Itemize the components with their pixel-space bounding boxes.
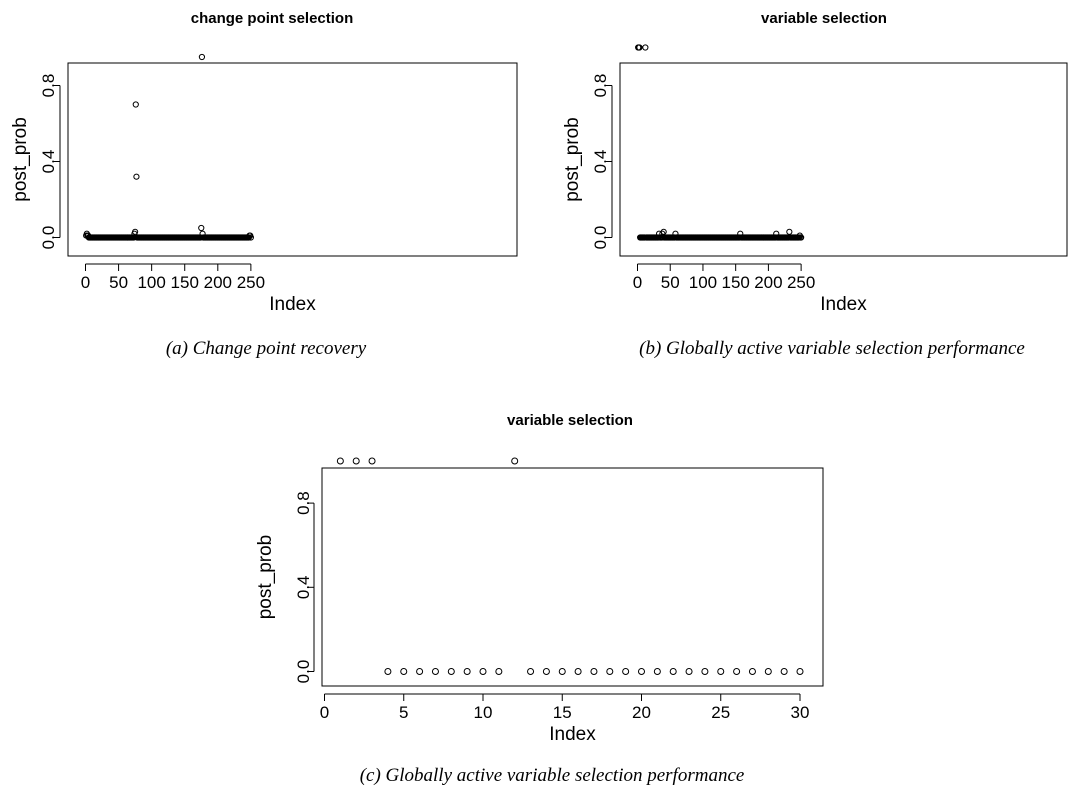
x-tick-label: 10 — [474, 703, 493, 722]
x-tick-label: 0 — [633, 273, 642, 292]
data-point — [642, 44, 649, 51]
plot-frame — [67, 62, 518, 257]
data-point — [198, 53, 206, 61]
chart-title: variable selection — [507, 412, 633, 429]
plot-frame — [619, 62, 1068, 257]
y-tick-label: 0.8 — [294, 491, 313, 515]
data-point — [796, 668, 804, 675]
y-axis-label: post_prob — [10, 117, 31, 202]
data-point — [463, 668, 471, 675]
y-tick-label: 0.0 — [39, 226, 58, 250]
data-point — [511, 457, 519, 465]
chart-panel-1: change point selection (a) Change point r… — [10, 10, 518, 359]
data-point — [622, 668, 630, 675]
data-point — [798, 234, 805, 241]
data-point — [786, 228, 793, 235]
data-point — [495, 668, 503, 675]
data-point — [606, 668, 614, 675]
y-tick-label: 0.4 — [39, 150, 58, 174]
figure-caption: (b) Globally active variable selection p… — [639, 338, 1025, 359]
data-point — [527, 668, 535, 675]
x-tick-label: 150 — [171, 273, 199, 292]
x-axis-label: Index — [820, 294, 867, 315]
x-tick-label: 200 — [754, 273, 782, 292]
data-point — [685, 668, 693, 675]
data-point — [638, 668, 645, 675]
data-point — [748, 668, 756, 675]
x-tick-label: 250 — [787, 273, 815, 292]
x-tick-label: 0 — [81, 273, 90, 292]
x-tick-label: 100 — [137, 273, 165, 292]
data-point — [558, 668, 566, 675]
y-tick-label: 0.0 — [591, 226, 610, 250]
data-point — [431, 668, 439, 675]
data-point — [733, 668, 741, 675]
data-point — [701, 668, 709, 675]
x-tick-label: 200 — [204, 273, 232, 292]
x-tick-label: 50 — [661, 273, 680, 292]
x-tick-label: 150 — [721, 273, 749, 292]
y-tick-label: 0.8 — [39, 74, 58, 98]
x-tick-label: 250 — [237, 273, 265, 292]
data-point — [447, 668, 455, 675]
data-point — [132, 101, 139, 108]
y-tick-label: 0.4 — [294, 575, 313, 599]
x-tick-label: 20 — [632, 703, 651, 722]
chart-title: change point selection — [191, 10, 354, 27]
chart-title: variable selection — [761, 10, 887, 27]
data-point — [764, 668, 772, 675]
data-point — [352, 457, 360, 465]
data-point — [400, 668, 408, 675]
data-point — [636, 44, 643, 51]
x-tick-label: 0 — [320, 703, 329, 722]
y-tick-label: 0.4 — [591, 150, 610, 174]
x-axis-label: Index — [549, 724, 596, 745]
data-point — [717, 668, 725, 675]
y-tick-label: 0.0 — [294, 660, 313, 684]
y-axis-label: post_prob — [255, 535, 276, 620]
data-point — [660, 228, 667, 235]
x-tick-label: 50 — [109, 273, 128, 292]
x-tick-label: 5 — [399, 703, 408, 722]
x-axis-label: Index — [269, 294, 316, 315]
y-tick-label: 0.8 — [591, 74, 610, 98]
data-point — [368, 457, 376, 465]
data-point — [336, 457, 344, 465]
data-point — [574, 668, 582, 675]
plot-frame — [321, 467, 824, 687]
y-axis-label: post_prob — [562, 117, 583, 202]
data-point — [247, 234, 254, 241]
data-point — [384, 668, 392, 675]
chart-panel-3: variable selection (c) Globally active va… — [255, 412, 824, 786]
x-tick-label: 25 — [711, 703, 730, 722]
x-tick-label: 100 — [689, 273, 717, 292]
data-point — [198, 224, 205, 232]
x-tick-label: 30 — [791, 703, 810, 722]
figure-caption: (c) Globally active variable selection p… — [360, 765, 745, 786]
data-point — [416, 668, 424, 675]
data-point — [590, 668, 598, 675]
data-point — [780, 668, 788, 675]
chart-panel-2: variable selection (b) Globally active va… — [562, 10, 1068, 359]
data-point — [669, 668, 677, 675]
data-point — [653, 668, 661, 675]
x-tick-label: 15 — [553, 703, 572, 722]
data-point — [133, 173, 140, 180]
data-point — [479, 668, 487, 675]
figure-caption: (a) Change point recovery — [166, 338, 367, 359]
data-point — [132, 228, 139, 235]
data-point — [542, 668, 550, 675]
